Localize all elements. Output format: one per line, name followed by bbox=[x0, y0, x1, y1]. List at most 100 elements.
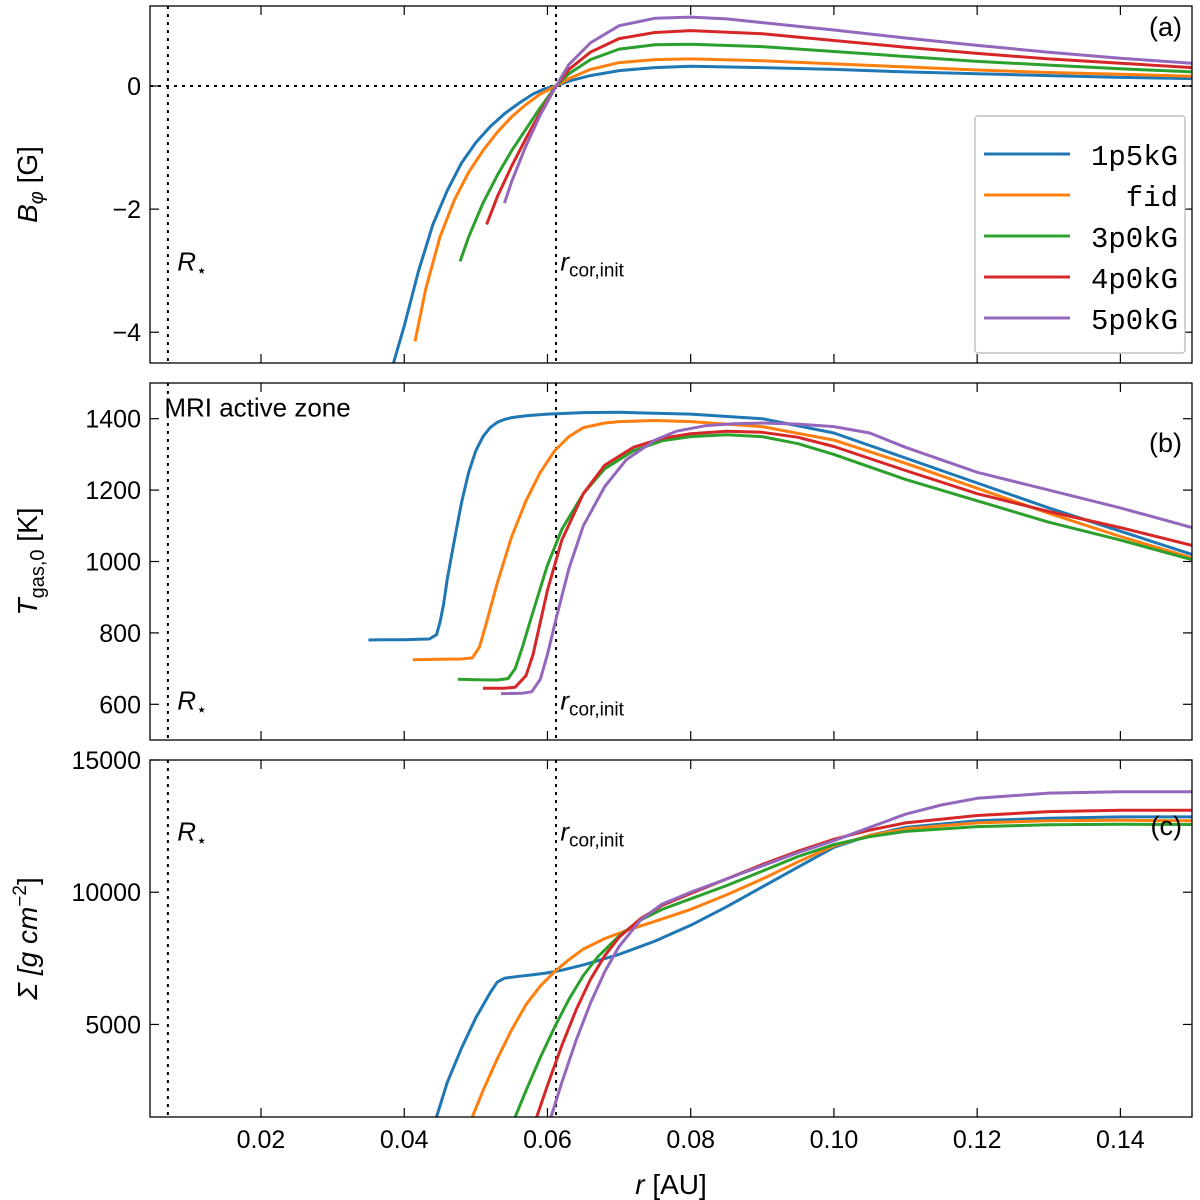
series-group-a bbox=[392, 15, 1192, 363]
y-axis-label-b: Tgas,0 [K] bbox=[12, 507, 49, 615]
x-axis-label: r [AU] bbox=[635, 1169, 707, 1200]
y-tick-label: 800 bbox=[99, 620, 141, 648]
y-axis-label-main-c: Σ bbox=[12, 982, 43, 1001]
legend-label: 4p0kG bbox=[1091, 264, 1178, 297]
annot-sub: ⋆ bbox=[196, 700, 207, 720]
legend-frame bbox=[974, 115, 1186, 354]
y-axis-label-unit-b: [K] bbox=[12, 507, 43, 549]
y-tick-label: 600 bbox=[99, 691, 141, 719]
y-axis-label-unit-c: [g cm bbox=[12, 907, 43, 983]
legend-entry-4p0kG: 4p0kG bbox=[984, 264, 1178, 297]
annot-main: R bbox=[177, 816, 196, 846]
legend-label: 5p0kG bbox=[1091, 305, 1178, 338]
series-line-fid bbox=[412, 419, 1192, 662]
series-line-3p0kG bbox=[457, 433, 1192, 682]
y-axis-label-sub-a: φ bbox=[26, 191, 48, 204]
legend-label: 3p0kG bbox=[1091, 223, 1178, 256]
annot-main: R bbox=[177, 686, 196, 716]
annot-sub: cor,init bbox=[569, 830, 625, 851]
plot-area-c bbox=[166, 760, 1192, 1117]
legend-entry-3p0kG: 3p0kG bbox=[984, 223, 1178, 256]
annot-sub: ⋆ bbox=[196, 260, 207, 280]
panel-label-c: (c) bbox=[1151, 811, 1182, 841]
annotations-c: R⋆ rcor,init bbox=[177, 816, 624, 851]
ticks-a: −4 −2 0 bbox=[112, 6, 1192, 363]
plot-area-b bbox=[166, 383, 1192, 740]
axes-frame-c bbox=[149, 759, 1193, 1118]
y-tick-label: 5000 bbox=[85, 1011, 141, 1039]
y-axis-label-main-a: B bbox=[12, 204, 43, 223]
annot-sub: ⋆ bbox=[196, 830, 207, 850]
x-tick-label: 0.06 bbox=[523, 1126, 572, 1154]
annot-sub: cor,init bbox=[569, 260, 625, 281]
series-line-fid bbox=[470, 818, 1192, 1117]
y-tick-label: 1000 bbox=[85, 549, 141, 577]
ticks-c: 5000 10000 15000 0.02 0.04 0.06 0.08 0.10 0.12 0.… bbox=[71, 747, 1192, 1154]
legend-entry-5p0kG: 5p0kG bbox=[984, 305, 1178, 338]
annotations-b: R⋆ rcor,init bbox=[177, 686, 624, 721]
legend-entry-fid: fid bbox=[984, 182, 1178, 215]
panel-label-a: (a) bbox=[1149, 12, 1182, 42]
x-tick-label: 0.04 bbox=[380, 1126, 429, 1154]
panel-c: 5000 10000 15000 0.02 0.04 0.06 0.08 0.10 0.12 0.… bbox=[10, 747, 1193, 1200]
x-tick-label: 0.02 bbox=[237, 1126, 286, 1154]
x-tick-label: 0.10 bbox=[810, 1126, 859, 1154]
annot-main: r bbox=[560, 816, 570, 846]
series-line-3p0kG bbox=[458, 42, 1192, 262]
series-line-1p5kG bbox=[368, 410, 1192, 642]
panel-label-b: (b) bbox=[1149, 428, 1182, 458]
mri-active-zone-label: MRI active zone bbox=[164, 392, 350, 422]
y-axis-label-sub-b: gas,0 bbox=[27, 549, 49, 598]
x-tick-label: 0.08 bbox=[666, 1126, 715, 1154]
series-line-5p0kG bbox=[503, 15, 1192, 204]
x-axis-label-main: r bbox=[635, 1169, 646, 1200]
stellar-radius-annotation-a: R⋆ bbox=[177, 246, 207, 280]
annot-main: r bbox=[560, 686, 570, 716]
y-axis-label-a: Bφ [G] bbox=[12, 146, 48, 223]
y-axis-label-sup-c: −2 bbox=[10, 885, 31, 907]
y-tick-label: 0 bbox=[127, 73, 141, 101]
y-axis-label-unit-a: [G] bbox=[12, 146, 43, 191]
y-tick-label: 10000 bbox=[71, 879, 141, 907]
legend-entry-1p5kG: 1p5kG bbox=[984, 141, 1178, 174]
y-axis-label-end-c: ] bbox=[12, 877, 43, 885]
panel-a: −4 −2 0 Bφ [G] (a) R⋆ rcor,init 1p5kG fid … bbox=[12, 5, 1193, 364]
y-axis-label-main-b: T bbox=[12, 597, 43, 616]
stellar-radius-annotation-b: R⋆ bbox=[177, 686, 207, 720]
series-line-4p0kG bbox=[535, 808, 1192, 1117]
series-line-4p0kG bbox=[483, 429, 1192, 690]
panel-b: 600 800 1000 1200 1400 Tgas,0 [K] (b) MRI ac… bbox=[12, 382, 1193, 741]
series-line-1p5kG bbox=[435, 815, 1192, 1117]
annot-sub: cor,init bbox=[569, 700, 625, 721]
series-line-5p0kG bbox=[500, 421, 1192, 696]
annot-main: r bbox=[560, 246, 570, 276]
plot-area-a bbox=[150, 6, 1192, 363]
legend-label: fid bbox=[1126, 182, 1178, 215]
x-axis-label-unit: [AU] bbox=[645, 1169, 707, 1200]
series-group-b bbox=[368, 410, 1192, 696]
ticks-b: 600 800 1000 1200 1400 bbox=[85, 383, 1192, 740]
axes-frame-a bbox=[149, 5, 1193, 364]
corotation-annotation-b: rcor,init bbox=[560, 686, 624, 721]
legend-label: 1p5kG bbox=[1091, 141, 1178, 174]
y-tick-label: 15000 bbox=[71, 747, 141, 775]
series-line-fid bbox=[413, 57, 1192, 342]
y-tick-label: −2 bbox=[112, 196, 141, 224]
series-line-3p0kG bbox=[513, 822, 1192, 1117]
series-line-4p0kG bbox=[485, 29, 1192, 226]
y-tick-label: −4 bbox=[112, 319, 141, 347]
x-tick-label: 0.12 bbox=[953, 1126, 1002, 1154]
y-axis-label-c: Σ [g cm−2] bbox=[10, 877, 43, 1000]
y-tick-label: 1400 bbox=[85, 406, 141, 434]
stellar-radius-annotation-c: R⋆ bbox=[177, 816, 207, 850]
series-group-c bbox=[435, 790, 1192, 1117]
legend: 1p5kG fid 3p0kG 4p0kG 5p0kG bbox=[974, 115, 1186, 354]
annotations-a: R⋆ rcor,init bbox=[177, 246, 624, 281]
x-tick-label: 0.14 bbox=[1096, 1126, 1145, 1154]
corotation-annotation-a: rcor,init bbox=[560, 246, 624, 281]
corotation-annotation-c: rcor,init bbox=[560, 816, 624, 851]
series-line-5p0kG bbox=[549, 790, 1192, 1117]
annot-main: R bbox=[177, 246, 196, 276]
y-tick-label: 1200 bbox=[85, 477, 141, 505]
